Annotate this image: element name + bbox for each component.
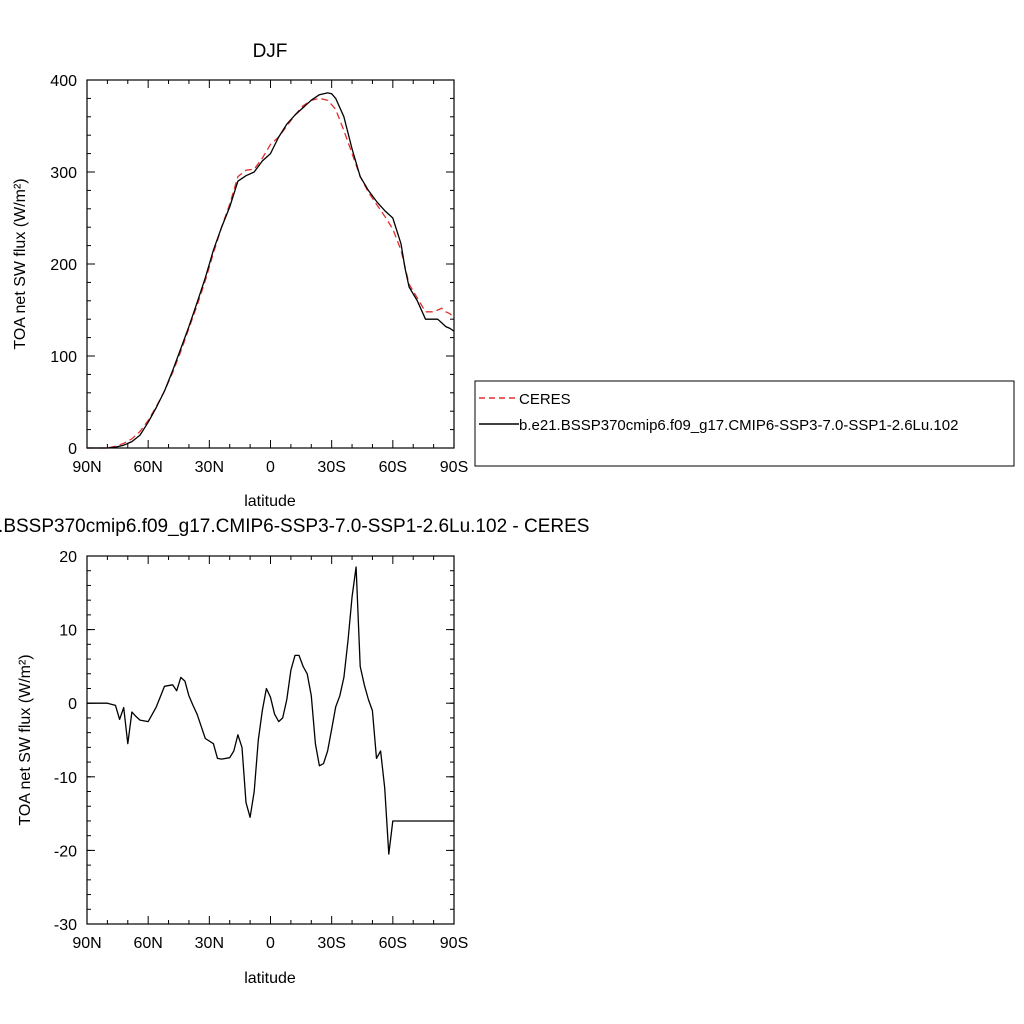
top-plot-frame <box>86 79 455 449</box>
bottom-y-tick-label: -20 <box>54 843 77 860</box>
top-y-tick-label: 200 <box>50 257 77 274</box>
bottom-panel-title: b.e21.BSSP370cmip6.f09_g17.CMIP6-SSP3-7.… <box>0 516 589 537</box>
bottom-y-tick-label: 0 <box>68 696 77 713</box>
bottom-x-tick-label: 30N <box>195 935 224 952</box>
top-y-tick-label: 400 <box>50 73 77 90</box>
bottom-ticks: 90N 60N 30N 0 30S 60S 90S -30 -20 -10 0 10 20 <box>54 549 468 952</box>
top-x-tick-label: 30S <box>317 459 345 476</box>
top-panel-title: DJF <box>253 41 288 62</box>
top-y-tick-label: 100 <box>50 349 77 366</box>
top-series-line-ceres <box>87 97 455 449</box>
top-y-tick-label: 0 <box>68 441 77 458</box>
top-y-axis-label: TOA net SW flux (W/m²) <box>12 178 29 349</box>
top-x-tick-label: 60S <box>379 459 407 476</box>
top-x-tick-label: 90N <box>72 459 101 476</box>
legend-label-ceres: CERES <box>519 391 571 408</box>
top-x-tick-label: 30N <box>195 459 224 476</box>
top-x-tick-label: 90S <box>440 459 468 476</box>
bottom-series <box>87 566 454 855</box>
legend-label-model: b.e21.BSSP370cmip6.f09_g17.CMIP6-SSP3-7.… <box>519 417 958 434</box>
bottom-x-tick-label: 90N <box>72 935 101 952</box>
top-panel: DJF 90N 60N 30N 0 30S 60S 90S 0 100 200 300 400 lat… <box>12 41 1015 510</box>
top-x-tick-label: 0 <box>266 459 275 476</box>
legend: CERES b.e21.BSSP370cmip6.f09_g17.CMIP6-S… <box>474 380 1015 467</box>
bottom-plot-frame <box>86 555 455 925</box>
bottom-y-axis-label: TOA net SW flux (W/m²) <box>17 654 34 825</box>
bottom-x-axis-label: latitude <box>244 970 296 987</box>
bottom-panel: b.e21.BSSP370cmip6.f09_g17.CMIP6-SSP3-7.… <box>0 516 589 987</box>
bottom-y-tick-label: -30 <box>54 917 77 934</box>
bottom-x-tick-label: 90S <box>440 935 468 952</box>
top-series-line-b <box>87 92 455 449</box>
top-series <box>87 92 455 449</box>
bottom-y-tick-label: 10 <box>59 623 77 640</box>
bottom-series-line-diff <box>87 566 454 855</box>
top-ticks: 90N 60N 30N 0 30S 60S 90S 0 100 200 300 400 <box>50 73 468 476</box>
bottom-x-tick-label: 0 <box>266 935 275 952</box>
top-x-tick-label: 60N <box>133 459 162 476</box>
top-x-axis-label: latitude <box>244 493 296 510</box>
bottom-y-tick-label: 20 <box>59 549 77 566</box>
bottom-x-tick-label: 60N <box>133 935 162 952</box>
bottom-x-tick-label: 30S <box>317 935 345 952</box>
bottom-y-tick-label: -10 <box>54 770 77 787</box>
bottom-x-tick-label: 60S <box>379 935 407 952</box>
top-y-tick-label: 300 <box>50 165 77 182</box>
legend-box <box>474 380 1015 467</box>
